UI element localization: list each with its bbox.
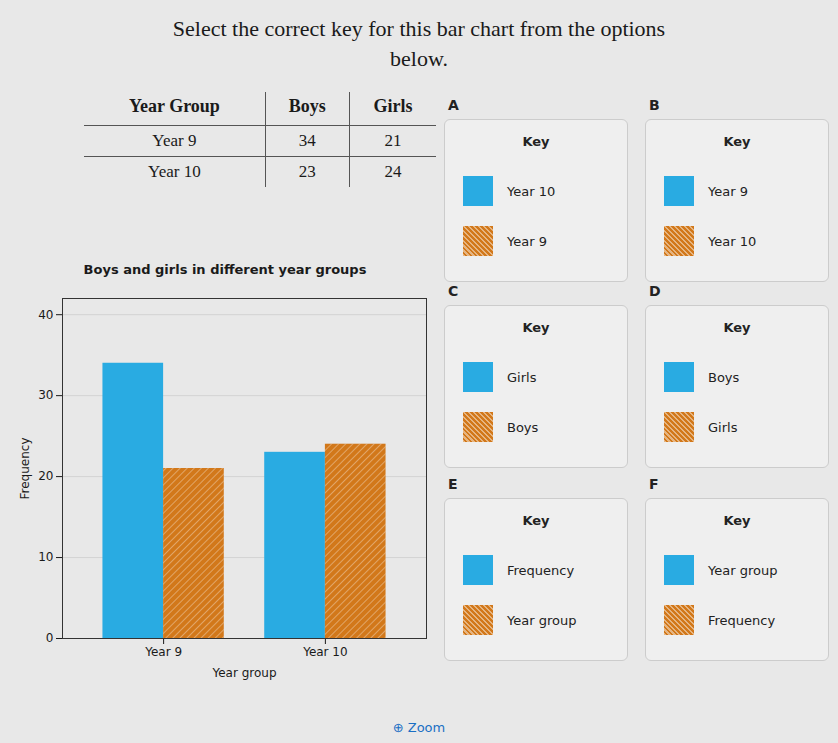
html-text:Girls: Girls <box>507 369 537 385</box>
html-text:⊕ Zoom: ⊕ Zoom <box>392 720 446 735</box>
html-text:B: B <box>649 97 660 113</box>
html-text:23: 23 <box>298 162 316 181</box>
svg-text:10: 10 <box>38 550 53 564</box>
html-text:Year 10: Year 10 <box>507 183 556 199</box>
html-text:Girls: Girls <box>708 419 738 435</box>
svg-text:Year 9: Year 9 <box>144 645 182 659</box>
html-text:Key: Key <box>723 513 751 528</box>
html-text:D: D <box>649 283 661 299</box>
html-text:E: E <box>448 476 458 492</box>
html-text:Key: Key <box>723 134 751 149</box>
html-text:Year 10: Year 10 <box>708 233 757 249</box>
html-text:Boys: Boys <box>507 419 539 435</box>
html-text:Key: Key <box>522 134 550 149</box>
svg-text:Frequency: Frequency <box>18 438 32 500</box>
html-text:Year 9: Year 9 <box>152 131 197 150</box>
html-text:Frequency: Frequency <box>507 562 575 578</box>
html-text:Year 9: Year 9 <box>507 233 547 249</box>
html-text:Year 9: Year 9 <box>708 183 748 199</box>
svg-text:40: 40 <box>38 308 53 322</box>
html-text:Select the correct key for thi: Select the correct key for this bar char… <box>172 16 666 41</box>
svg-text:Year 10: Year 10 <box>302 645 348 659</box>
svg-text:0: 0 <box>46 631 54 645</box>
html-text:Year group: Year group <box>708 562 778 578</box>
html-text:A: A <box>448 97 459 113</box>
html-text:24: 24 <box>384 162 402 181</box>
html-text:Year group: Year group <box>507 612 577 628</box>
html-text:C: C <box>448 283 459 299</box>
html-text:34: 34 <box>298 131 316 150</box>
html-text:Key: Key <box>522 320 550 335</box>
svg-text:30: 30 <box>38 388 53 402</box>
html-text:F: F <box>649 476 659 492</box>
html-text:Girls: Girls <box>373 96 413 116</box>
html-text:Key: Key <box>522 513 550 528</box>
svg-text:20: 20 <box>38 469 53 483</box>
html-text:Year Group: Year Group <box>129 96 220 116</box>
svg-text:Year group: Year group <box>211 666 276 680</box>
html-text:Year 10: Year 10 <box>148 162 201 181</box>
html-text:Boys: Boys <box>288 96 326 116</box>
html-text:Boys and girls in different ye: Boys and girls in different year groups <box>83 262 367 277</box>
html-text:below.: below. <box>390 46 448 71</box>
html-text:21: 21 <box>384 131 402 150</box>
html-text:Frequency: Frequency <box>708 612 776 628</box>
html-text:Key: Key <box>723 320 751 335</box>
html-text:Boys: Boys <box>708 369 740 385</box>
